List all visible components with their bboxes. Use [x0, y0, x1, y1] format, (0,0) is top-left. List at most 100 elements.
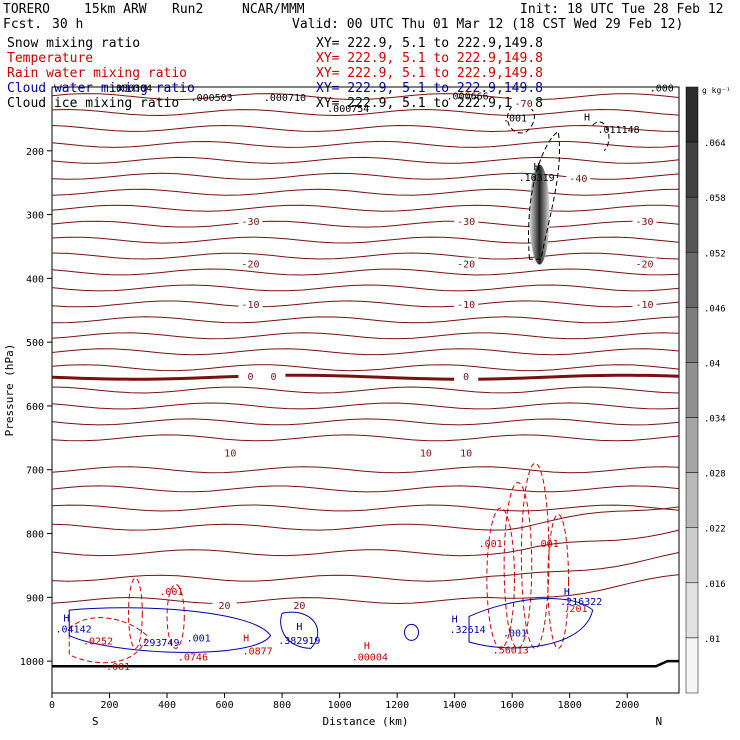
plot-frame	[51, 86, 680, 694]
isotherm-line	[51, 386, 680, 394]
field-annotation: .001	[503, 114, 527, 125]
colorbar-segment	[685, 637, 699, 694]
isotherm-line	[51, 108, 680, 117]
rain-water-contour	[166, 584, 185, 649]
isotherm-line	[51, 124, 680, 133]
north-end-label: N	[656, 715, 663, 728]
field-annotation: .000666	[447, 91, 489, 102]
temperature-contour-label: -70	[515, 99, 533, 110]
contour-label-bg	[454, 214, 479, 227]
header-init: Init: 18 UTC Tue 28 Feb 12	[520, 2, 724, 17]
contour-label-bg	[454, 369, 479, 382]
field-annotation: .001	[479, 539, 503, 550]
colorbar-segment	[685, 417, 699, 473]
x-tick-label: 2000	[615, 700, 639, 711]
isotherm-line	[51, 204, 680, 212]
isotherm-line	[51, 529, 680, 557]
temperature-contour-label: -20	[241, 260, 259, 271]
field-annotation: .001	[535, 539, 559, 550]
field-annotation: H	[452, 614, 458, 625]
isotherm-line	[51, 552, 680, 582]
field-annotation: .201	[563, 604, 587, 615]
temperature-contour-label: -20	[635, 260, 653, 271]
field-annotation: .216322	[560, 597, 602, 608]
field-annotation: .0877	[243, 646, 273, 657]
cloud-water-contour	[68, 607, 272, 653]
contour-label-bg	[454, 257, 479, 270]
isotherm-line	[51, 418, 680, 426]
x-axis-title: Distance (km)	[322, 715, 408, 728]
contour-label-bg	[632, 257, 657, 270]
legend-item-name: Temperature	[7, 51, 94, 66]
x-tick-label: 1000	[328, 700, 352, 711]
field-annotation: H	[296, 622, 302, 633]
isotherm-line	[51, 93, 680, 101]
isotherm-line	[51, 402, 680, 410]
contour-label-bg	[261, 369, 286, 382]
isotherm-line	[51, 236, 680, 244]
cloud-ice-contour	[592, 121, 610, 152]
isotherm-line	[51, 252, 680, 260]
field-annotation: .001	[503, 628, 527, 639]
isotherm-line	[51, 466, 680, 474]
y-axis-title: Pressure (hPa)	[3, 344, 16, 437]
field-annotation: .001	[106, 662, 130, 673]
x-tick-label: 1400	[443, 700, 467, 711]
temperature-contour-label: -30	[457, 217, 475, 228]
field-annotation: .16319	[519, 173, 555, 184]
contour-label-bg	[287, 598, 312, 611]
y-tick-label: 500	[26, 338, 44, 349]
contour-label-bg	[632, 297, 657, 310]
header-fcst-label: Fcst.	[3, 17, 43, 32]
y-tick-label: 700	[26, 466, 44, 477]
temperature-contour-label: 20	[219, 601, 231, 612]
field-annotation: .382919	[278, 636, 320, 647]
temperature-contour-label: -30	[241, 217, 259, 228]
y-tick-label: 300	[26, 211, 44, 222]
y-tick-label: 400	[26, 274, 44, 285]
colorbar-tick-label: .016	[704, 580, 726, 590]
contour-label-bg	[212, 598, 237, 611]
isotherm-line	[51, 574, 680, 605]
field-annotation: .011148	[598, 125, 640, 136]
field-annotation: .04142	[56, 625, 92, 636]
temperature-contour-label: 0	[247, 372, 253, 383]
south-end-label: S	[92, 715, 99, 728]
field-annotation: H	[584, 112, 590, 123]
field-annotation: .001	[187, 634, 211, 645]
y-tick-label: 800	[26, 530, 44, 541]
colorbar-segment	[685, 527, 699, 584]
colorbar-segment	[685, 141, 699, 198]
colorbar-segment	[685, 472, 699, 528]
y-tick-label: 600	[26, 402, 44, 413]
colorbar-tick-label: .052	[704, 249, 726, 259]
colorbar-segment	[685, 86, 699, 143]
contour-label-bg	[566, 172, 591, 185]
isotherm-line	[51, 300, 680, 308]
field-annotation: H	[564, 587, 570, 598]
contour-label-bg	[238, 257, 263, 270]
header-resolution: 15km ARW	[84, 2, 147, 17]
legend-item-name: Snow mixing ratio	[7, 36, 141, 51]
isotherm-line	[51, 140, 680, 148]
isotherm-line	[51, 348, 680, 356]
temperature-contour-label: 10	[420, 449, 432, 460]
isotherm-line	[51, 332, 680, 340]
legend-item-xy: XY= 222.9, 5.1 to 222.9,149.8	[316, 66, 543, 81]
legend-item-xy: XY= 222.9, 5.1 to 222.9,149.8	[316, 51, 543, 66]
isotherm-line	[51, 485, 680, 493]
colorbar-segment	[685, 307, 699, 363]
cloud-water-contour	[468, 598, 594, 649]
rain-water-contour	[68, 617, 148, 664]
temperature-contour-label: -10	[457, 300, 475, 311]
isotherm-line	[51, 156, 680, 164]
temperature-contour-label: 0	[463, 372, 469, 383]
legend-item-name: Rain water mixing ratio	[7, 66, 188, 81]
rain-water-contour	[128, 577, 143, 649]
contour-label-bg	[511, 96, 536, 109]
y-tick-label: 200	[26, 147, 44, 158]
temperature-contour-label: -40	[569, 174, 587, 185]
contour-label-bg	[238, 369, 263, 382]
contour-label-bg	[238, 214, 263, 227]
